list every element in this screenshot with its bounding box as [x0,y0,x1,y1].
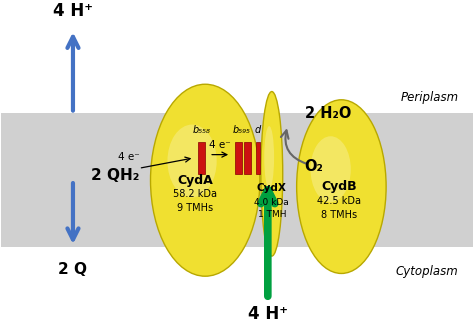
Ellipse shape [261,92,283,256]
Text: CydX: CydX [257,183,287,193]
Ellipse shape [151,84,260,276]
Text: 4 H⁺: 4 H⁺ [53,2,93,20]
Ellipse shape [264,126,274,189]
Text: O₂: O₂ [305,159,323,174]
Text: 4 e⁻: 4 e⁻ [209,140,231,150]
Text: 4 e⁻: 4 e⁻ [118,152,139,162]
Text: Cytoplasm: Cytoplasm [396,265,459,278]
Text: CydB: CydB [321,180,357,193]
Text: b₅₅₈: b₅₅₈ [193,126,210,135]
Bar [244,142,251,174]
Ellipse shape [310,136,351,202]
Text: CydA: CydA [177,174,213,187]
Text: 42.5 kDa
8 TMHs: 42.5 kDa 8 TMHs [318,196,361,220]
Text: 58.2 kDa
9 TMHs: 58.2 kDa 9 TMHs [173,189,217,213]
Ellipse shape [167,125,217,198]
Ellipse shape [297,100,386,274]
Text: Periplasm: Periplasm [401,92,459,104]
Text: 4 H⁺: 4 H⁺ [248,305,288,323]
Bar [1,113,473,247]
Text: b₅₉₅: b₅₉₅ [233,126,251,135]
Bar [198,142,205,174]
Text: d: d [255,126,261,135]
Text: 4.0 kDa
1 TMH: 4.0 kDa 1 TMH [255,198,289,219]
Text: 2 H₂O: 2 H₂O [305,106,351,121]
Bar [235,142,242,174]
Bar [256,142,260,174]
FancyArrowPatch shape [281,130,307,164]
Text: 2 Q: 2 Q [58,262,88,277]
Text: 2 QH₂: 2 QH₂ [91,168,139,183]
